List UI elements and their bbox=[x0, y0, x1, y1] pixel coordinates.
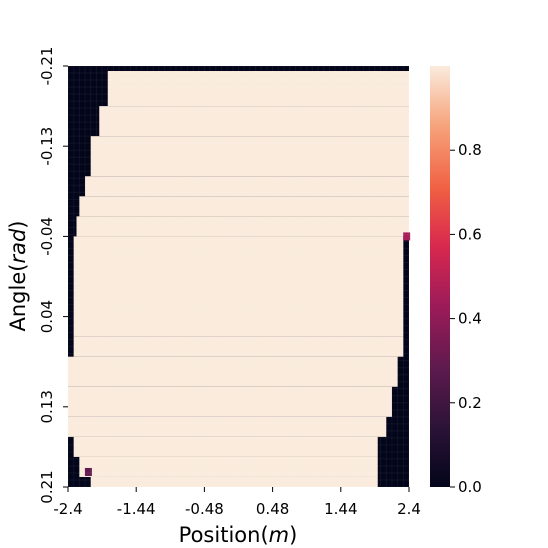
x-tick-label: 2.4 bbox=[397, 500, 421, 518]
heatmap-region-row bbox=[73, 336, 404, 357]
x-tick-label: -2.4 bbox=[53, 500, 82, 518]
colorbar-tick-label: 0.8 bbox=[458, 141, 482, 159]
y-axis: -0.21 -0.13 -0.04 0.04 0.13 0.21 bbox=[38, 47, 68, 504]
colorbar-tick-label: 0.6 bbox=[458, 225, 482, 243]
x-tick-label: -0.48 bbox=[185, 500, 224, 518]
heatmap-cell bbox=[403, 232, 411, 241]
colorbar-tick-label: 0.4 bbox=[458, 310, 482, 328]
heatmap-region-row bbox=[73, 236, 404, 277]
y-tick-label: 0.21 bbox=[38, 470, 56, 503]
y-tick-label: -0.04 bbox=[38, 217, 56, 256]
colorbar-ticks: 0.0 0.2 0.4 0.6 0.8 bbox=[450, 141, 482, 496]
y-axis-label: Angle(rad) bbox=[6, 220, 30, 331]
colorbar-tick-label: 0.2 bbox=[458, 394, 482, 412]
x-tick-label: 0.48 bbox=[256, 500, 289, 518]
heatmap-region-row bbox=[85, 176, 410, 197]
grid-lines bbox=[67, 65, 410, 488]
x-tick-label: 1.44 bbox=[324, 500, 357, 518]
heatmap-region-row bbox=[73, 436, 378, 457]
y-tick-label: -0.13 bbox=[38, 127, 56, 166]
x-axis-label: Position(m) bbox=[179, 523, 298, 547]
plot-area bbox=[68, 66, 411, 487]
heatmap-region-row bbox=[79, 456, 378, 477]
y-tick-label: 0.13 bbox=[38, 390, 56, 423]
colorbar-tick-label: 0.0 bbox=[458, 478, 482, 496]
heatmap-region-row bbox=[107, 71, 410, 107]
y-tick-label: -0.21 bbox=[38, 47, 56, 86]
colorbar bbox=[430, 66, 450, 487]
heatmap-cell bbox=[84, 467, 92, 476]
heatmap-region-row bbox=[99, 106, 409, 137]
heatmap-region-row bbox=[90, 136, 409, 177]
heatmap-region-row bbox=[76, 216, 410, 237]
heatmap-region-row bbox=[90, 476, 378, 487]
x-tick-label: -1.44 bbox=[117, 500, 156, 518]
heatmap-region-row bbox=[79, 196, 409, 217]
heatmap-region-row bbox=[68, 416, 387, 437]
x-axis: -2.4 -1.44 -0.48 0.48 1.44 2.4 bbox=[53, 487, 421, 518]
y-tick-label: 0.04 bbox=[38, 300, 56, 333]
heatmap-region-row bbox=[68, 386, 392, 417]
heatmap-region-row bbox=[68, 356, 398, 387]
heatmap-region-row bbox=[73, 276, 404, 337]
